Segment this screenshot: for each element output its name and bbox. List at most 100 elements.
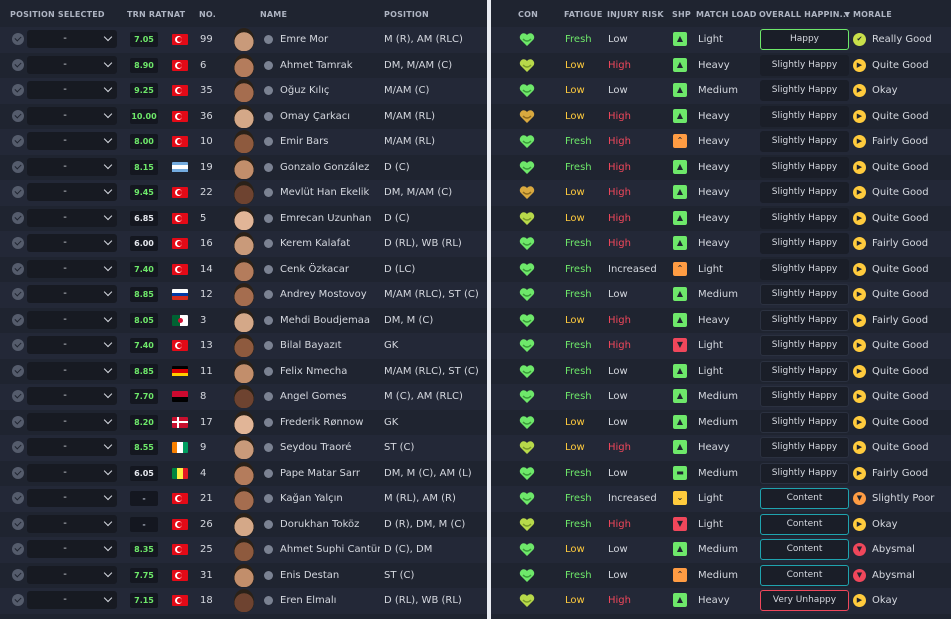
- player-row-left[interactable]: - 8.85 12 Andrey Mostovoy M/AM (RLC), ST (C): [0, 282, 487, 308]
- nationality-flag-icon[interactable]: [172, 442, 188, 453]
- nationality-flag-icon[interactable]: [172, 34, 188, 45]
- player-row-right[interactable]: Fresh Increased ⌄ Light Content ▼ Slightly Poo…: [491, 486, 951, 512]
- position-select-dropdown[interactable]: -: [27, 30, 117, 48]
- player-face-icon[interactable]: [234, 512, 254, 536]
- happiness-badge[interactable]: Slightly Happy: [760, 360, 849, 382]
- player-row-right[interactable]: Fresh High ▲ Heavy Slightly Happy ▶ Fairly Goo…: [491, 231, 951, 257]
- check-circle-icon[interactable]: [12, 492, 24, 504]
- position-select-dropdown[interactable]: -: [27, 106, 117, 125]
- check-circle-icon[interactable]: [12, 33, 24, 45]
- nationality-flag-icon[interactable]: [172, 544, 188, 555]
- player-row-left[interactable]: - - 21 Kağan Yalçın M (RL), AM (R): [0, 486, 487, 512]
- player-name[interactable]: Emre Mor: [280, 34, 329, 45]
- happiness-badge[interactable]: Slightly Happy: [760, 233, 849, 254]
- header-injury-risk[interactable]: INJURY RISK: [607, 10, 664, 19]
- player-name[interactable]: Seydou Traoré: [280, 442, 352, 453]
- player-face-icon[interactable]: [234, 385, 254, 408]
- player-name[interactable]: Mehdi Boudjemaa: [280, 314, 371, 326]
- check-circle-icon[interactable]: [12, 288, 24, 300]
- header-no[interactable]: NO.: [199, 10, 216, 19]
- happiness-badge[interactable]: Slightly Happy: [760, 131, 849, 152]
- player-face-icon[interactable]: [234, 53, 254, 77]
- nationality-flag-icon[interactable]: [172, 212, 188, 224]
- player-row-right[interactable]: Low High ▲ Heavy Slightly Happy ▶ Quite Good: [491, 180, 951, 206]
- position-select-dropdown[interactable]: -: [27, 565, 117, 584]
- happiness-badge[interactable]: Slightly Happy: [760, 386, 849, 407]
- nationality-flag-icon[interactable]: [172, 187, 188, 198]
- check-circle-icon[interactable]: [12, 160, 24, 173]
- nationality-flag-icon[interactable]: [172, 493, 188, 504]
- check-circle-icon[interactable]: [12, 186, 24, 198]
- player-face-icon[interactable]: [234, 436, 254, 459]
- nationality-flag-icon[interactable]: [172, 518, 188, 530]
- player-row-right[interactable]: Fresh Low ▲ Light Slightly Happy ▶ Quite Good: [491, 358, 951, 384]
- position-select-dropdown[interactable]: -: [27, 591, 117, 609]
- position-select-dropdown[interactable]: -: [27, 157, 117, 176]
- header-nat[interactable]: NAT: [167, 10, 186, 19]
- happiness-badge[interactable]: Very Unhappy: [760, 590, 849, 611]
- player-name[interactable]: Angel Gomes: [280, 391, 347, 402]
- happiness-badge[interactable]: Content: [760, 564, 849, 586]
- happiness-badge[interactable]: Slightly Happy: [760, 207, 849, 229]
- player-row-left[interactable]: - 6.05 4 Pape Matar Sarr DM, M (C), AM (L): [0, 460, 487, 486]
- position-select-dropdown[interactable]: -: [27, 259, 117, 278]
- player-name[interactable]: Ahmet Tamrak: [280, 59, 353, 71]
- player-row-right[interactable]: Low High ▲ Heavy Slightly Happy ▶ Quite Good: [491, 435, 951, 461]
- check-circle-icon[interactable]: [12, 594, 24, 606]
- nationality-flag-icon[interactable]: [172, 314, 188, 326]
- player-row-left[interactable]: - - 26 Dorukhan Toköz D (R), DM, M (C): [0, 511, 487, 537]
- player-row-left[interactable]: - 9.25 35 Oğuz Kılıç M/AM (C): [0, 78, 487, 104]
- player-name[interactable]: Frederik Rønnow: [280, 416, 364, 428]
- nationality-flag-icon[interactable]: [172, 263, 188, 275]
- check-circle-icon[interactable]: [12, 109, 24, 122]
- nationality-flag-icon[interactable]: [172, 289, 188, 300]
- happiness-badge[interactable]: Slightly Happy: [760, 462, 849, 484]
- player-face-icon[interactable]: [234, 232, 254, 255]
- player-row-left[interactable]: - 7.40 13 Bilal Bayazıt GK: [0, 333, 487, 359]
- player-name[interactable]: Enis Destan: [280, 569, 340, 581]
- position-select-dropdown[interactable]: -: [27, 387, 117, 405]
- player-name[interactable]: Gonzalo González: [280, 161, 370, 173]
- player-row-right[interactable]: Low High ▲ Heavy Slightly Happy ▶ Quite Good: [491, 205, 951, 231]
- player-row-right[interactable]: Fresh Low ▬ Medium Slightly Happy ▶ Fairly Goo…: [491, 460, 951, 486]
- check-circle-icon[interactable]: [12, 543, 24, 555]
- nationality-flag-icon[interactable]: [172, 110, 188, 122]
- player-row-left[interactable]: - 8.20 17 Frederik Rønnow GK: [0, 409, 487, 435]
- player-face-icon[interactable]: [234, 589, 254, 612]
- player-name[interactable]: Eren Elmalı: [280, 595, 337, 606]
- player-row-left[interactable]: - 8.90 6 Ahmet Tamrak DM, M/AM (C): [0, 52, 487, 78]
- header-morale[interactable]: MORALE: [844, 10, 892, 19]
- player-row-left[interactable]: - 6.85 5 Emrecan Uzunhan D (C): [0, 205, 487, 231]
- player-row-left[interactable]: - 7.40 14 Cenk Özkacar D (LC): [0, 256, 487, 282]
- header-name[interactable]: NAME: [260, 10, 288, 19]
- header-shp[interactable]: SHP: [672, 10, 691, 19]
- position-select-dropdown[interactable]: -: [27, 81, 117, 99]
- player-face-icon[interactable]: [234, 79, 254, 102]
- position-select-dropdown[interactable]: -: [27, 336, 117, 354]
- happiness-badge[interactable]: Slightly Happy: [760, 156, 849, 178]
- check-circle-icon[interactable]: [12, 211, 24, 224]
- player-row-right[interactable]: Low Low ▲ Medium Slightly Happy ▶ Quite Good: [491, 409, 951, 435]
- player-face-icon[interactable]: [234, 104, 254, 128]
- header-overall-happiness[interactable]: OVERALL HAPPIN...: [759, 10, 850, 19]
- check-circle-icon[interactable]: [12, 237, 24, 249]
- happiness-badge[interactable]: Slightly Happy: [760, 258, 849, 280]
- nationality-flag-icon[interactable]: [172, 238, 188, 249]
- check-circle-icon[interactable]: [12, 390, 24, 402]
- player-row-right[interactable]: Fresh High ▼ Light Slightly Happy ▶ Quite Good: [491, 333, 951, 359]
- player-name[interactable]: Dorukhan Toköz: [280, 518, 360, 530]
- position-select-dropdown[interactable]: -: [27, 361, 117, 380]
- nationality-flag-icon[interactable]: [172, 416, 188, 428]
- nationality-flag-icon[interactable]: [172, 85, 188, 96]
- player-face-icon[interactable]: [234, 28, 254, 51]
- player-face-icon[interactable]: [234, 130, 254, 153]
- player-face-icon[interactable]: [234, 257, 254, 281]
- player-name[interactable]: Cenk Özkacar: [280, 263, 350, 275]
- check-circle-icon[interactable]: [12, 313, 24, 326]
- player-name[interactable]: Omay Çarkacı: [280, 110, 351, 122]
- position-select-dropdown[interactable]: -: [27, 489, 117, 507]
- nationality-flag-icon[interactable]: [172, 136, 188, 147]
- player-row-left[interactable]: - 7.15 18 Eren Elmalı D (RL), WB (RL): [0, 588, 487, 614]
- player-name[interactable]: Emrecan Uzunhan: [280, 212, 372, 224]
- happiness-badge[interactable]: Slightly Happy: [760, 335, 849, 356]
